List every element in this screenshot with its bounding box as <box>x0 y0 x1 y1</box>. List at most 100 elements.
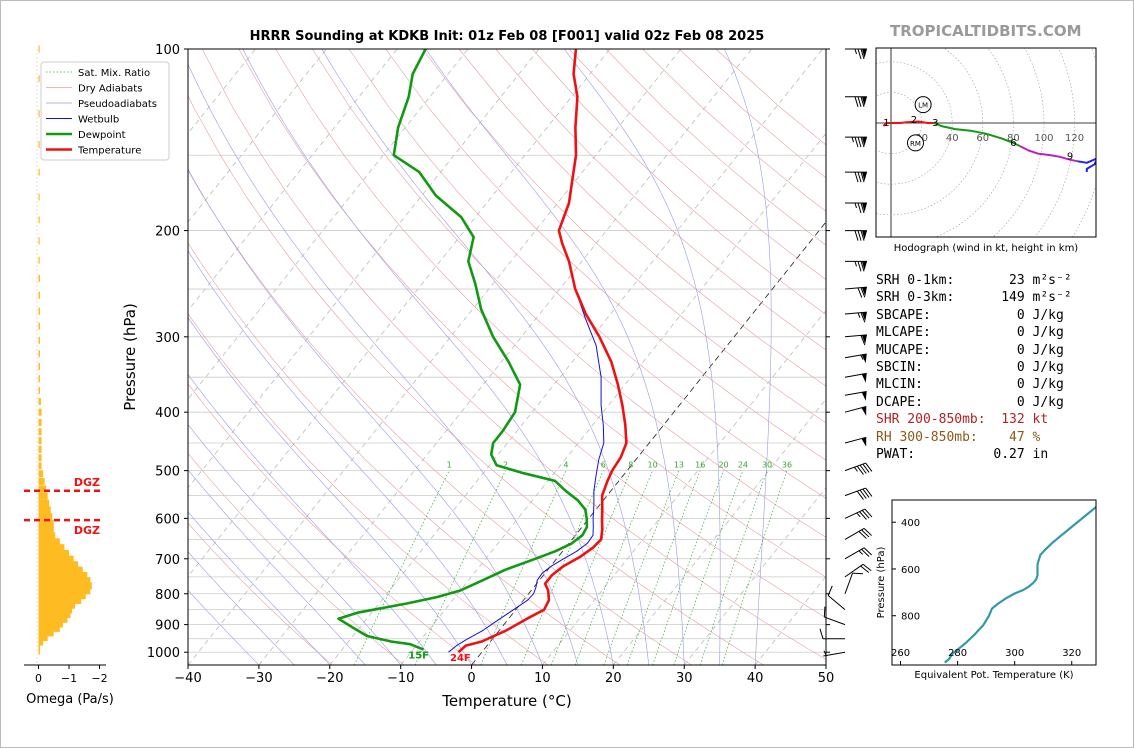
pseudoadiabat <box>242 49 614 665</box>
mixing-ratio-line <box>673 470 744 665</box>
omega-bar <box>38 620 63 628</box>
mixing-ratio-label: 1 <box>447 461 452 470</box>
hodograph-area: 2040608010012012369LMRM <box>876 48 1096 237</box>
omega-bar <box>38 587 91 595</box>
omega-bar <box>38 397 41 405</box>
wind-barb-full <box>857 287 863 298</box>
omega-bar <box>38 485 47 493</box>
mixing-ratio-line <box>626 470 701 665</box>
theta-e-x-tick-label: 260 <box>891 648 910 659</box>
wind-barb-full <box>854 171 859 183</box>
dry-adiabat <box>312 49 826 538</box>
dry-adiabat <box>188 313 549 665</box>
x-tick-label: −10 <box>387 671 414 686</box>
stat-mlcin: MLCIN: 0 J/kg <box>876 377 1064 393</box>
wind-barb-shaft <box>844 527 865 540</box>
wind-barb-full <box>864 508 873 518</box>
wind-barb-flag <box>861 391 867 401</box>
wind-barb-half <box>853 466 858 472</box>
omega-bar <box>38 418 42 426</box>
wind-barb <box>845 136 867 148</box>
stat-srh01: SRH 0-1km: 23 m²s⁻² <box>876 273 1072 288</box>
wind-barb-flag <box>861 373 867 383</box>
legend-label: Wetbulb <box>78 115 119 126</box>
wind-barb-half <box>823 650 827 656</box>
omega-bar <box>38 571 88 579</box>
pseudoadiabat <box>188 469 366 665</box>
wind-barb-shaft <box>844 462 866 472</box>
wind-barb <box>844 527 872 540</box>
wind-barb-full <box>857 48 862 60</box>
omega-bar <box>38 532 56 540</box>
hodograph-ring-label: 40 <box>946 133 959 144</box>
omega-bar <box>38 336 41 344</box>
wind-barb-full <box>854 136 859 148</box>
hodograph-ring <box>992 48 1045 237</box>
wind-barb-half <box>860 354 864 360</box>
omega-bar <box>38 629 54 637</box>
omega-bar <box>38 445 42 453</box>
wind-barb-full <box>862 463 870 473</box>
omega-bar <box>38 555 74 563</box>
wind-barb-full <box>863 547 872 556</box>
omega-bar <box>38 561 79 569</box>
omega-bar <box>38 408 42 416</box>
hodograph-ring <box>934 48 1014 237</box>
hodograph-height-label: 2 <box>911 115 917 126</box>
wind-barb-half <box>858 550 863 555</box>
mixing-ratio-line <box>721 470 788 665</box>
theta-e-y-label: Pressure (hPa) <box>876 547 887 619</box>
y-tick-label: 300 <box>155 331 180 346</box>
wind-barb-flag <box>861 406 867 416</box>
omega-bar <box>38 237 40 245</box>
hodograph-panel: 2040608010012012369LMRMHodograph (wind i… <box>875 47 1097 254</box>
wind-barb-full <box>823 606 826 618</box>
wind-barb-full <box>860 202 865 214</box>
wind-barb-shaft <box>844 547 865 560</box>
wind-barb-full <box>857 261 862 272</box>
pseudoadiabat <box>724 49 772 665</box>
wind-barb-flag <box>861 287 867 297</box>
theta-e-y-tick-label: 800 <box>901 612 920 623</box>
wind-barb-shaft <box>844 436 867 444</box>
omega-bar <box>38 350 41 358</box>
mixing-ratio-line <box>550 470 632 665</box>
hodograph-trace <box>889 120 934 124</box>
x-tick-label: −40 <box>174 671 201 686</box>
x-tick-label: −30 <box>245 671 272 686</box>
legend-label: Dewpoint <box>78 130 126 141</box>
stat-sbcin: SBCIN: 0 J/kg <box>876 359 1064 375</box>
wind-barb-shaft <box>844 406 867 413</box>
skew-t-plot-area: 1 2 4 6 8 10 13 16 20 24 30 36 <box>188 49 826 665</box>
wind-barb-shaft <box>844 334 867 338</box>
wind-barb-full <box>857 171 862 183</box>
dry-adiabat <box>422 49 826 424</box>
dry-adiabat <box>188 522 333 665</box>
wind-barb-full <box>852 572 863 575</box>
theta-e-frame <box>891 499 1097 666</box>
legend-label: Temperature <box>77 146 141 157</box>
omega-bar <box>38 624 60 632</box>
wind-barb <box>823 606 846 626</box>
omega-tick-label: −1 <box>61 672 77 685</box>
wind-barb <box>845 96 867 107</box>
hodograph-ring-label: 80 <box>1007 133 1020 144</box>
mixing-ratio-line <box>353 470 450 665</box>
theta-e-x-tick-label: 320 <box>1062 648 1081 659</box>
wind-barb-shaft <box>844 563 864 578</box>
omega-bar <box>38 477 45 485</box>
legend-box <box>40 61 170 161</box>
wind-barb-full <box>854 96 859 107</box>
hodograph-ring-label: 120 <box>1065 133 1084 144</box>
omega-bar <box>38 601 76 609</box>
isotherm-line <box>188 49 398 312</box>
omega-bar <box>38 566 83 574</box>
mixing-ratio-label: 6 <box>601 461 606 470</box>
wind-barb <box>844 563 872 578</box>
theta-e-x-tick-label: 300 <box>1005 648 1024 659</box>
isotherm-line <box>188 49 469 400</box>
omega-bar <box>38 291 41 299</box>
wind-barb-full <box>859 464 867 474</box>
dgz-label: DGZ <box>74 524 100 537</box>
